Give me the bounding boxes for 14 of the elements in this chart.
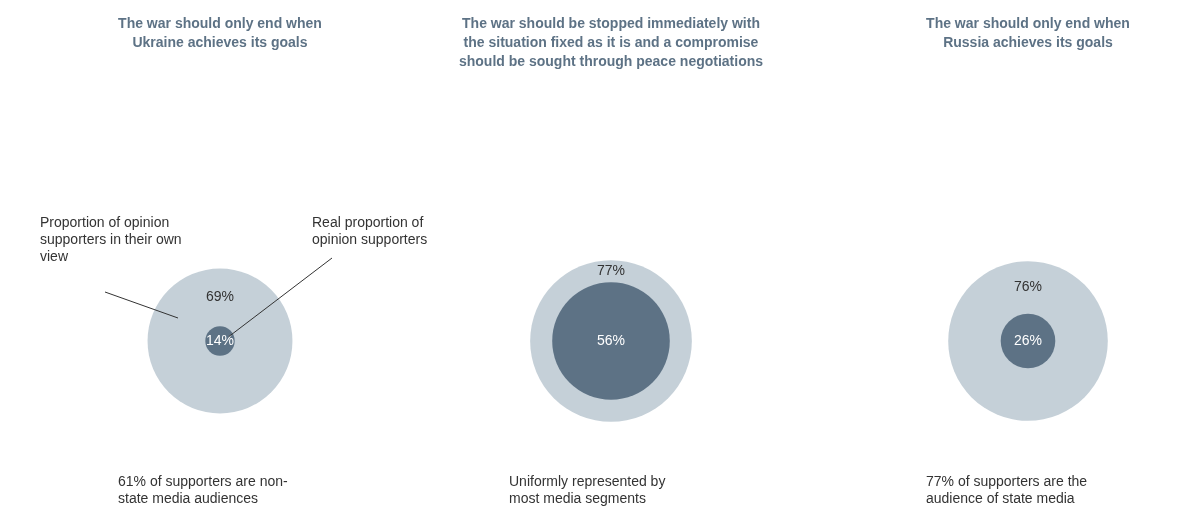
category-label: The war should be stopped immediately with the situation fixed as it is and a compromise should be sought through peace negotiations — [457, 14, 765, 71]
text: Uniformly represented by most media segments — [509, 473, 667, 507]
text: 61% of supporters are non-state media audiences — [118, 473, 289, 507]
series-label: Proportion of opinion supporters in their own view — [40, 214, 183, 265]
data-label: 56% — [596, 331, 626, 348]
text: Real proportion of opinion supporters — [312, 214, 429, 248]
category-label: The war should only end when Russia achieves its goals — [925, 14, 1131, 52]
data-label: 76% — [1013, 278, 1043, 295]
category-label: The war should only end when Ukraine achieves its goals — [117, 14, 323, 52]
data-label: 77% — [596, 261, 626, 278]
text: 77% of supporters are the audience of state media — [926, 473, 1089, 507]
data-label: 69% — [205, 288, 235, 305]
data-label: 14% — [205, 331, 235, 348]
data-label: 26% — [1013, 331, 1043, 348]
